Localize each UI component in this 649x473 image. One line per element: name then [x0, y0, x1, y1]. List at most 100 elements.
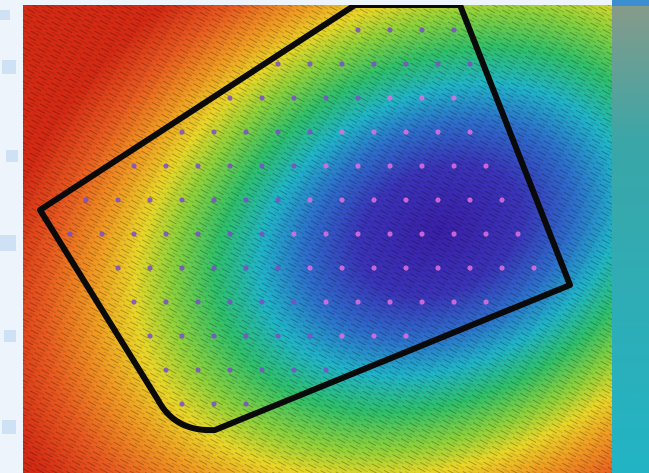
well-marker [403, 333, 408, 338]
well-marker [259, 163, 264, 168]
well-marker [243, 401, 248, 406]
well-marker [179, 129, 184, 134]
well-marker [371, 333, 376, 338]
well-marker [99, 231, 104, 236]
well-marker [531, 265, 536, 270]
well-marker [323, 367, 328, 372]
well-marker [291, 299, 296, 304]
well-marker [355, 231, 360, 236]
well-marker [259, 231, 264, 236]
page: (() => { const svg = document.getElement… [0, 0, 649, 473]
well-marker [387, 163, 392, 168]
well-marker [275, 197, 280, 202]
well-marker [227, 231, 232, 236]
well-marker [355, 163, 360, 168]
well-marker [435, 61, 440, 66]
well-marker [291, 367, 296, 372]
well-marker [211, 333, 216, 338]
well-marker [83, 197, 88, 202]
well-marker [435, 265, 440, 270]
well-marker [467, 129, 472, 134]
well-marker [323, 95, 328, 100]
side-panel-edge [612, 0, 649, 6]
well-marker [419, 231, 424, 236]
well-marker [339, 61, 344, 66]
well-marker [291, 231, 296, 236]
well-marker [211, 129, 216, 134]
well-marker [499, 197, 504, 202]
well-marker [211, 197, 216, 202]
well-marker [355, 27, 360, 32]
well-marker [387, 231, 392, 236]
streak-texture [23, 5, 612, 473]
well-marker [419, 299, 424, 304]
well-marker [483, 231, 488, 236]
well-marker [243, 197, 248, 202]
well-marker [419, 95, 424, 100]
well-marker [195, 231, 200, 236]
well-marker [467, 265, 472, 270]
well-marker [115, 197, 120, 202]
well-marker [147, 333, 152, 338]
well-marker [259, 299, 264, 304]
well-marker [211, 265, 216, 270]
well-marker [403, 197, 408, 202]
well-marker [243, 333, 248, 338]
well-marker [195, 367, 200, 372]
well-marker [419, 163, 424, 168]
scientific-image [0, 0, 649, 473]
well-marker [275, 61, 280, 66]
well-marker [371, 129, 376, 134]
well-marker [387, 27, 392, 32]
well-marker [147, 197, 152, 202]
well-marker [131, 231, 136, 236]
well-marker [307, 61, 312, 66]
well-marker [131, 163, 136, 168]
well-marker [323, 231, 328, 236]
well-marker [339, 197, 344, 202]
well-marker [451, 27, 456, 32]
well-marker [131, 299, 136, 304]
well-marker [467, 61, 472, 66]
well-marker [371, 197, 376, 202]
well-marker [339, 265, 344, 270]
well-marker [163, 367, 168, 372]
well-marker [291, 163, 296, 168]
well-marker [355, 95, 360, 100]
well-marker [515, 231, 520, 236]
well-marker [243, 129, 248, 134]
well-marker [67, 231, 72, 236]
well-marker [355, 299, 360, 304]
well-marker [387, 95, 392, 100]
heatmap [23, 5, 612, 473]
well-marker [403, 265, 408, 270]
well-marker [115, 265, 120, 270]
well-marker [371, 61, 376, 66]
well-marker [323, 299, 328, 304]
well-marker [179, 197, 184, 202]
well-marker [275, 129, 280, 134]
well-marker [499, 265, 504, 270]
well-marker [179, 265, 184, 270]
well-marker [467, 197, 472, 202]
well-marker [339, 129, 344, 134]
well-marker [179, 333, 184, 338]
well-marker [227, 163, 232, 168]
well-marker [387, 299, 392, 304]
well-marker [195, 163, 200, 168]
well-marker [227, 95, 232, 100]
well-marker [227, 367, 232, 372]
well-marker [435, 197, 440, 202]
well-marker [275, 333, 280, 338]
well-marker [259, 367, 264, 372]
well-marker [451, 95, 456, 100]
well-marker [163, 163, 168, 168]
well-marker [163, 231, 168, 236]
well-marker [419, 27, 424, 32]
well-marker [483, 299, 488, 304]
well-marker [451, 231, 456, 236]
well-marker [451, 299, 456, 304]
well-marker [275, 265, 280, 270]
well-marker [483, 163, 488, 168]
well-marker [307, 197, 312, 202]
